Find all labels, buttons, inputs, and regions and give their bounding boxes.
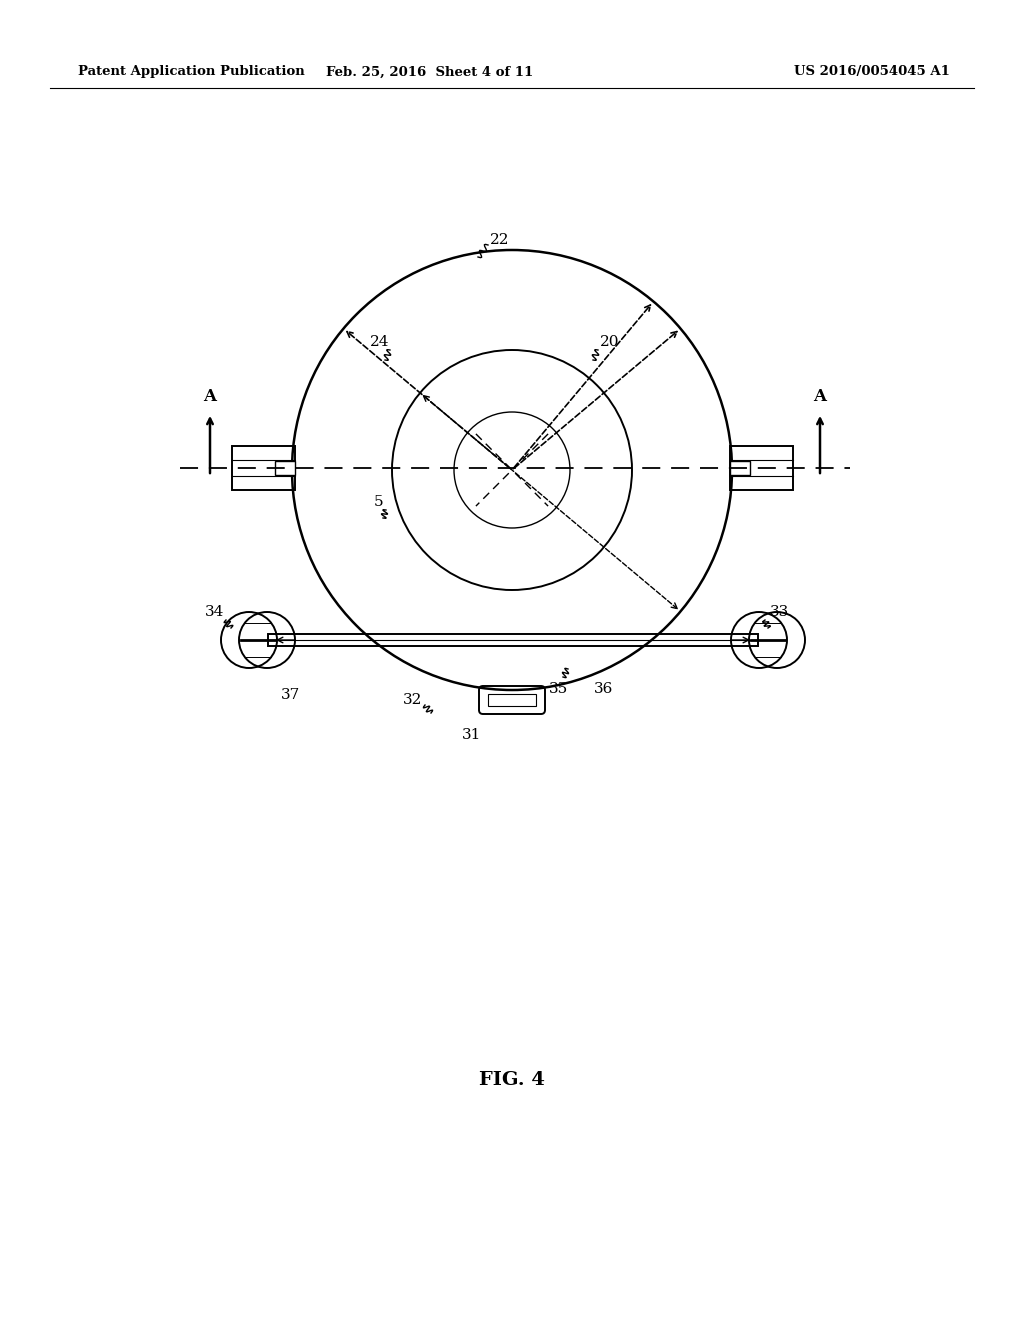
Text: 20: 20 — [600, 335, 620, 348]
Text: FIG. 4: FIG. 4 — [479, 1071, 545, 1089]
Text: 34: 34 — [205, 605, 224, 619]
Text: 32: 32 — [402, 693, 422, 708]
Text: 31: 31 — [462, 729, 481, 742]
Text: Patent Application Publication: Patent Application Publication — [78, 66, 305, 78]
Text: 37: 37 — [281, 688, 300, 702]
Bar — [730, 446, 793, 490]
Bar — [268, 634, 758, 645]
Text: A: A — [204, 388, 216, 405]
Text: US 2016/0054045 A1: US 2016/0054045 A1 — [795, 66, 950, 78]
Text: 35: 35 — [549, 682, 567, 696]
Bar — [232, 446, 295, 490]
Text: 33: 33 — [770, 605, 790, 619]
Bar — [488, 694, 536, 706]
Text: 5: 5 — [374, 495, 384, 510]
Bar — [730, 461, 750, 475]
Text: Feb. 25, 2016  Sheet 4 of 11: Feb. 25, 2016 Sheet 4 of 11 — [327, 66, 534, 78]
Text: 24: 24 — [370, 335, 389, 348]
Text: A: A — [813, 388, 826, 405]
Bar — [275, 461, 295, 475]
Text: 22: 22 — [490, 234, 510, 247]
Text: 36: 36 — [594, 682, 613, 696]
